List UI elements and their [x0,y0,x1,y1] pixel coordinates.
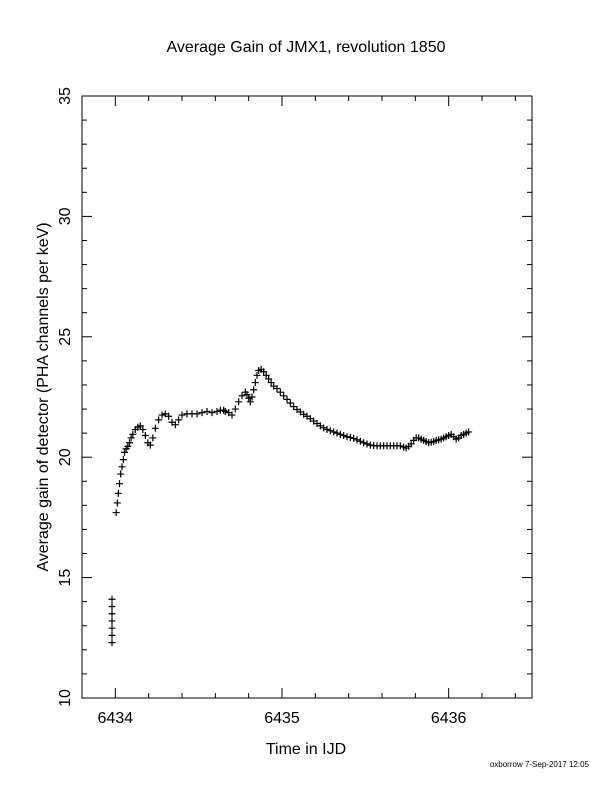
data-point [114,489,122,497]
x-tick-label: 6435 [264,710,300,727]
data-point [108,631,116,639]
x-tick-label: 6436 [431,710,467,727]
data-point [121,448,128,456]
data-point [283,395,291,403]
data-point [124,442,132,450]
data-point [117,470,125,478]
data-point [228,411,236,419]
data-point [363,440,371,448]
data-point [108,595,116,603]
data-point [213,407,221,415]
data-point [208,409,216,417]
data-point [346,433,354,441]
data-point [155,416,163,424]
data-point [136,422,144,430]
data-point [231,405,239,413]
tick-labels: 10 15 20 25 30 35 6434 6435 6436 [57,87,467,727]
data-point [246,398,254,406]
data-point [286,399,294,407]
data-point [113,499,121,507]
data-point [171,421,179,429]
data-point [151,424,159,432]
data-point [118,463,126,471]
data-point [267,379,275,387]
data-point [112,509,120,517]
data-point [238,392,246,400]
data-point [360,439,368,447]
data-point [126,439,133,447]
data-point [407,440,415,448]
axis-ticks [81,95,532,699]
data-point [108,602,116,610]
data-point [178,411,186,419]
data-point [396,442,404,450]
data-point [243,391,251,399]
data-point [320,424,328,432]
x-tick-label: 6434 [98,710,134,727]
data-point [265,375,273,383]
y-tick-label: 20 [57,448,74,466]
data-point [129,430,137,438]
y-tick-label: 35 [57,87,74,105]
data-point [146,441,154,449]
data-point [220,406,228,414]
data-point [203,407,211,415]
data-point [326,427,334,435]
y-tick-label: 25 [57,328,74,346]
footer-timestamp: oxborrow 7-Sep-2017 12:05 [490,760,590,769]
data-point [323,426,331,434]
data-point [248,393,256,401]
data-point [108,610,116,618]
x-axis-label: Time in IJD [266,741,346,758]
data-point [175,416,183,424]
data-point [245,394,253,402]
data-point [336,430,344,438]
y-tick-label: 15 [57,569,74,587]
data-points [108,365,473,647]
data-point [141,432,149,440]
data-point [330,428,338,436]
data-point [276,388,284,396]
data-point [273,385,281,393]
data-point [149,434,157,442]
data-point [165,412,173,420]
data-point [198,409,206,417]
data-point [253,371,261,379]
data-point [340,432,348,440]
data-point [119,456,127,464]
data-point [221,407,229,415]
plot-frame [81,95,533,699]
data-point [158,411,166,419]
data-point [250,386,258,394]
data-point [108,617,116,625]
data-point [356,437,364,445]
data-point [350,434,358,442]
data-point [251,379,259,387]
y-tick-label: 30 [57,207,74,225]
data-point [260,368,268,376]
y-axis-label: Average gain of detector (PHA channels p… [35,222,52,571]
data-point [465,428,473,436]
data-point [333,429,341,437]
data-point [262,371,270,379]
data-point [108,639,116,647]
data-point [108,624,116,632]
y-tick-label: 10 [57,689,74,707]
data-point [280,392,288,400]
data-point [193,410,201,418]
data-point [127,434,135,442]
data-point [343,433,351,441]
data-point [353,436,361,444]
data-point [139,426,147,434]
chart-title: Average Gain of JMX1, revolution 1850 [167,39,446,56]
data-point [116,480,123,488]
data-point [235,398,243,406]
